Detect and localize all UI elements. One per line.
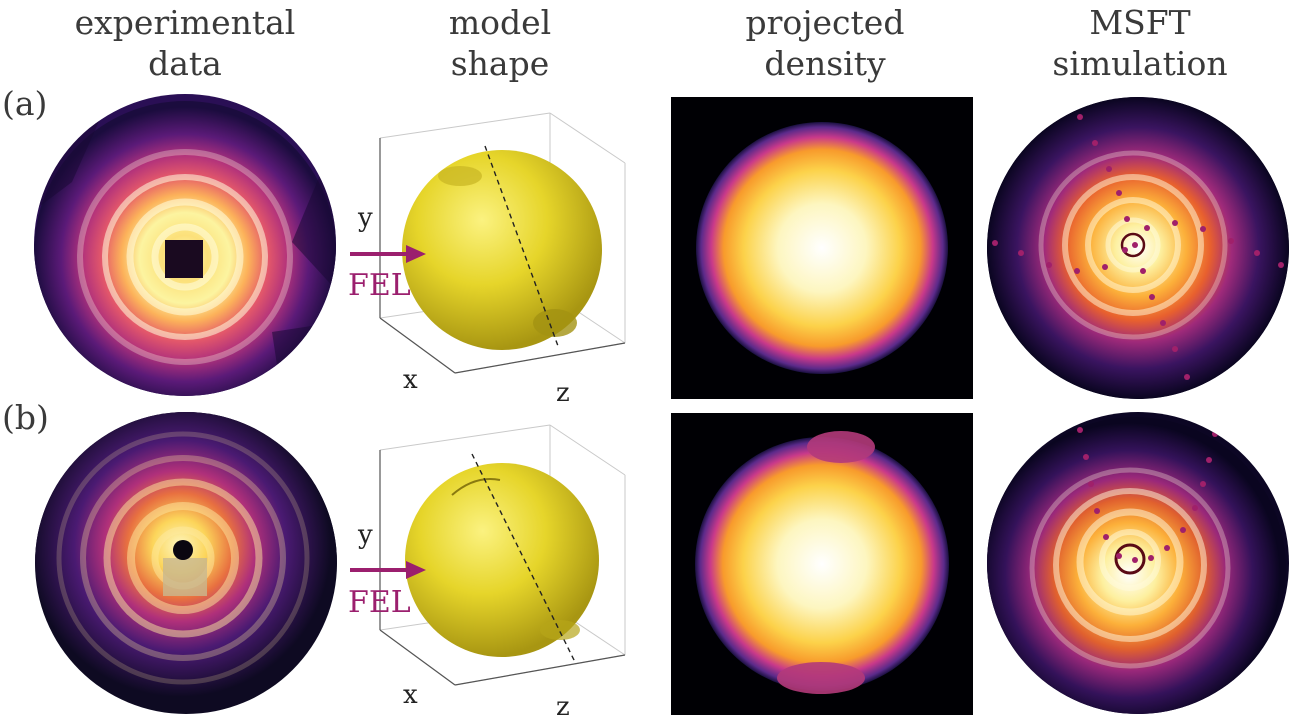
model-shape-b [360, 420, 640, 720]
column-title-line: shape [450, 44, 550, 83]
axis-label-y: y [358, 203, 373, 233]
msft-simulation-a [985, 95, 1291, 401]
column-title-line: density [764, 44, 886, 83]
msft-simulation-b [985, 410, 1291, 716]
column-title-line: simulation [1052, 44, 1228, 83]
axis-label-x: x [403, 680, 418, 710]
beam-arrow-a [348, 242, 428, 266]
column-title-line: projected [745, 3, 905, 42]
experimental-pattern-b [33, 410, 339, 716]
column-title-line: MSFT [1089, 3, 1191, 42]
column-title-experimental: experimental data [60, 2, 310, 84]
column-title-msft: MSFT simulation [1000, 2, 1280, 84]
projected-density-b [671, 413, 973, 715]
projected-density-a [671, 97, 973, 399]
beam-label-b: FEL [348, 585, 411, 620]
beam-arrow-b [348, 558, 428, 582]
beam-label-a: FEL [348, 268, 411, 303]
axis-label-y: y [358, 520, 373, 550]
column-title-line: experimental [74, 3, 296, 42]
row-label-b: (b) [2, 398, 49, 437]
column-title-projected: projected density [690, 2, 960, 84]
axis-label-z: z [556, 692, 570, 722]
model-shape-a [360, 108, 640, 408]
experimental-pattern-a [32, 92, 338, 398]
column-title-model: model shape [400, 2, 600, 84]
column-title-line: data [148, 44, 222, 83]
row-label-a: (a) [2, 84, 48, 123]
column-title-line: model [448, 3, 552, 42]
axis-label-x: x [403, 365, 418, 395]
axis-label-z: z [556, 378, 570, 408]
